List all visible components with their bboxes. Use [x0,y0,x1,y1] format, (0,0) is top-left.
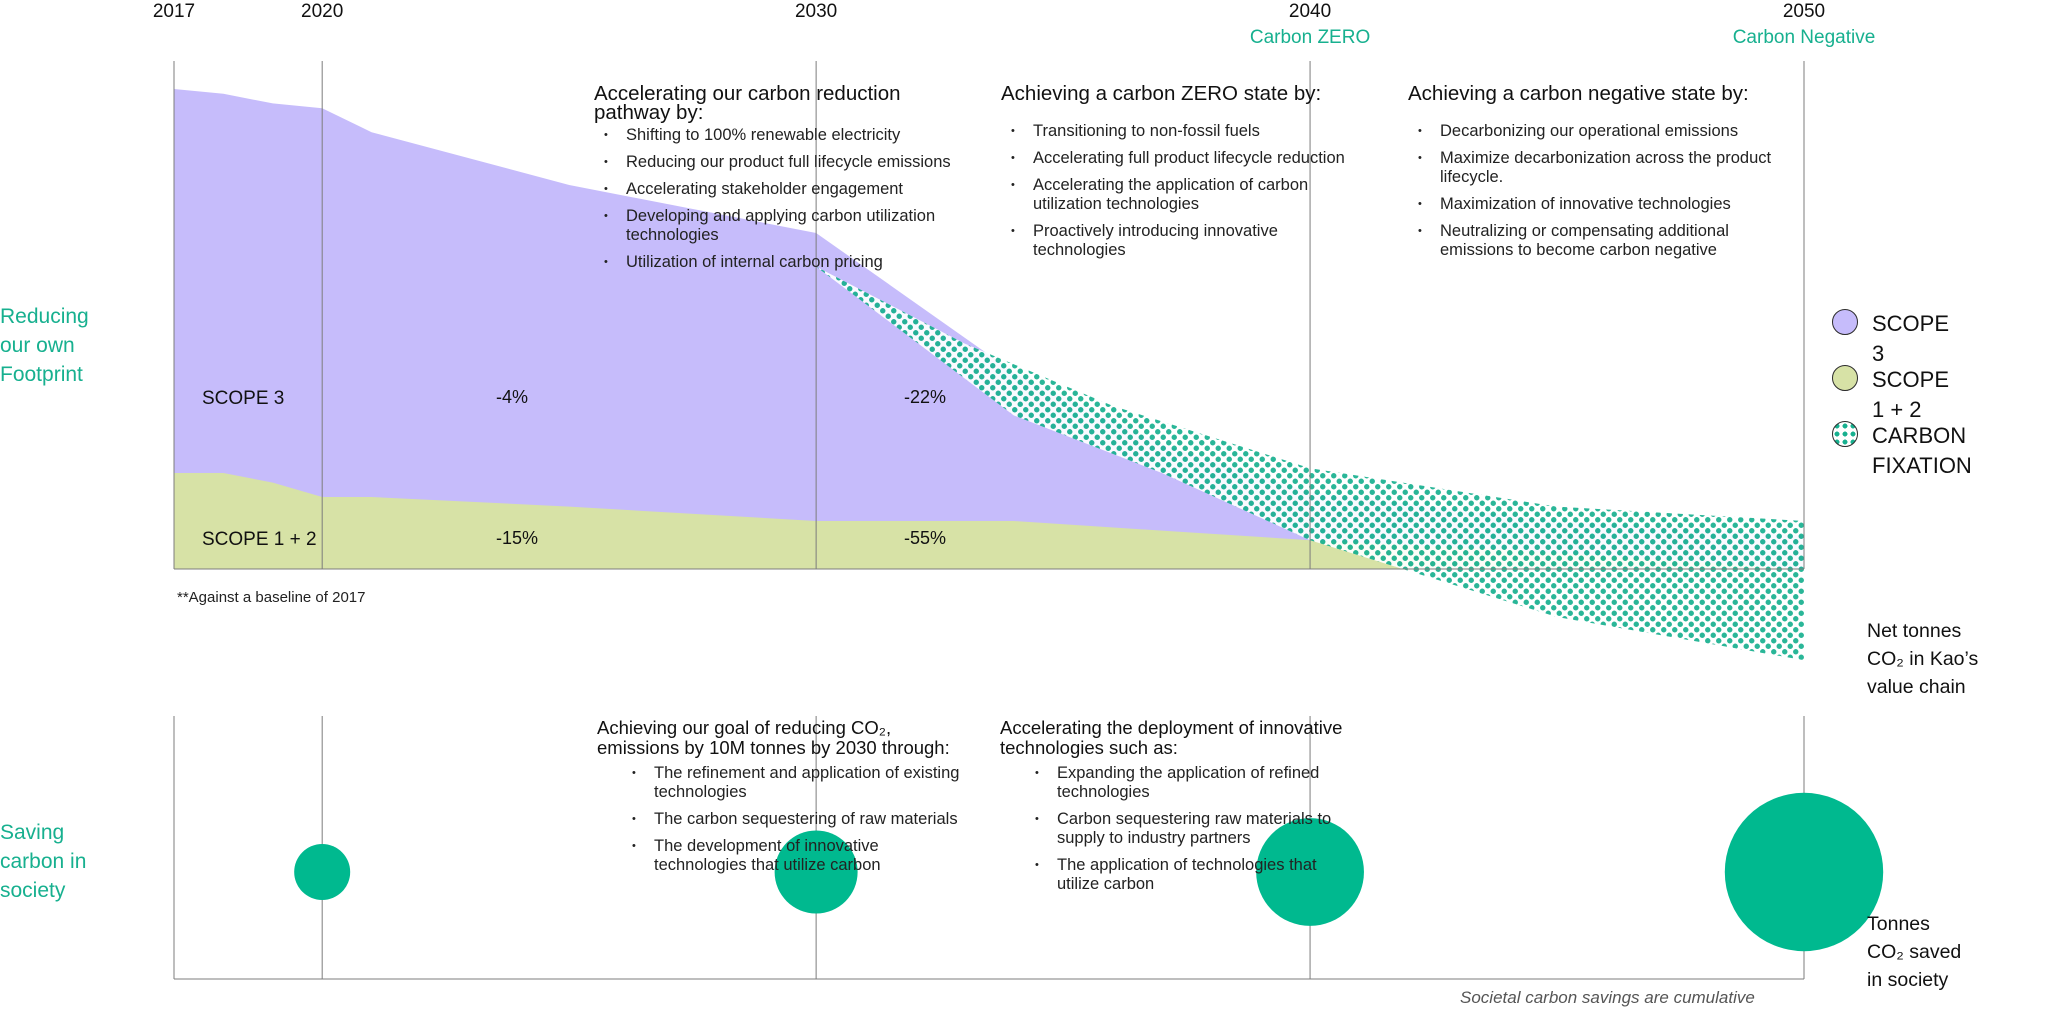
list-item: Accelerating stakeholder engagement [594,180,994,199]
list-item: The application of technologies that uti… [1025,856,1400,894]
phase-2030-box: Achieving a carbon ZERO state by: Transi… [1001,82,1401,268]
phase-2030-title: Achieving a carbon ZERO state by: [1001,82,1322,105]
society-saved-label: Tonnes CO₂ saved in society [1867,913,1962,991]
list-item: Proactively introducing innovative techn… [1001,222,1401,260]
footprint-row-title: Reducing our own Footprint [0,305,89,386]
society-2030-title: Accelerating the deployment of innovativ… [1000,717,1343,758]
list-item: Shifting to 100% renewable electricity [594,126,994,145]
scope12-change-2020: -15% [496,528,539,548]
list-item: The development of innovative technologi… [622,837,997,875]
scope3-area [174,89,1804,569]
list-item: The refinement and application of existi… [622,764,997,802]
milestone-label: Carbon ZERO [1249,27,1371,48]
society-row-title: Saving carbon in society [0,821,87,902]
year-tick-label: 2030 [794,1,838,22]
society-2030-box: Accelerating the deployment of innovativ… [1000,718,1400,902]
list-item: The carbon sequestering of raw materials [622,810,997,829]
list-item: Neutralizing or compensating additional … [1408,222,1808,260]
society-2030-list: Expanding the application of refined tec… [1025,764,1400,894]
phase-2020-box: Accelerating our carbon reduction pathwa… [594,82,994,280]
list-item: Maximize decarbonization across the prod… [1408,149,1808,187]
year-tick-label: 2020 [301,1,344,22]
list-item: Decarbonizing our operational emissions [1408,122,1808,141]
area-layer [174,89,1804,661]
society-2020-list: The refinement and application of existi… [622,764,997,875]
scope12-swatch-icon [1832,365,1858,391]
baseline-note: **Against a baseline of 2017 [177,589,366,606]
list-item: Carbon sequestering raw materials to sup… [1025,810,1400,848]
list-item: Accelerating full product lifecycle redu… [1001,149,1401,168]
scope3-change-2020: -4% [496,387,529,407]
carbon-fixation-area [816,266,1804,661]
list-item: Expanding the application of refined tec… [1025,764,1400,802]
scope3-change-2030: -22% [904,387,947,407]
list-item: Reducing our product full lifecycle emis… [594,153,994,172]
legend-label: CARBON FIXATION [1872,423,1972,478]
society-bubble [1724,792,1884,952]
society-2020-title: Achieving our goal of reducing CO₂, emis… [597,717,950,758]
year-tick-label: 2040 [1288,1,1332,22]
scope12-label: SCOPE 1 + 2 [202,529,317,550]
list-item: Maximization of innovative technologies [1408,195,1808,214]
year-tick-label: 2017 [152,1,196,22]
legend-label: SCOPE 1 + 2 [1872,367,1950,422]
scope3-swatch-icon [1832,309,1858,335]
net-tonnes-label: Net tonnes CO₂ in Kao’s value chain [1867,620,1979,698]
phase-2040-title: Achieving a carbon negative state by: [1408,82,1749,105]
list-item: Utilization of internal carbon pricing [594,253,994,272]
phase-2020-title: Accelerating our carbon reduction pathwa… [594,82,901,124]
phase-2020-list: Shifting to 100% renewable electricity R… [594,126,994,272]
list-item: Developing and applying carbon utilizati… [594,207,994,245]
list-item: Accelerating the application of carbon u… [1001,176,1401,214]
society-bubble [294,844,351,900]
list-item: Transitioning to non-fossil fuels [1001,122,1401,141]
gridline-layer [173,61,1805,980]
milestone-label: Carbon Negative [1732,27,1876,48]
year-tick-label: 2050 [1782,1,1826,22]
phase-2040-box: Achieving a carbon negative state by: De… [1408,82,1808,268]
society-2020-box: Achieving our goal of reducing CO₂, emis… [597,718,997,883]
phase-2030-list: Transitioning to non-fossil fuels Accele… [1001,122,1401,260]
cumulative-note: Societal carbon savings are cumulative [1460,988,1755,1007]
scope3-label: SCOPE 3 [202,388,285,409]
dotted-swatch-icon [1832,421,1858,447]
scope12-change-2030: -55% [904,528,947,548]
legend-label: SCOPE 3 [1872,311,1950,366]
phase-2040-list: Decarbonizing our operational emissions … [1408,122,1808,260]
